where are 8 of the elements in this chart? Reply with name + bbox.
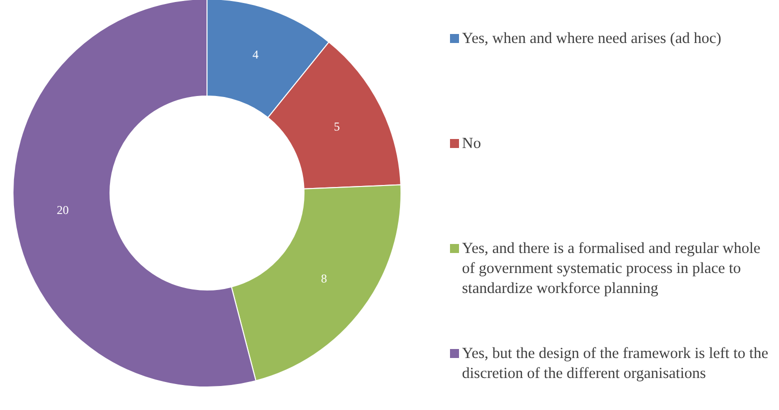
legend-label: Yes, and there is a formalised and regular whole of government systematic process in place to standardize workforce planning [462, 240, 761, 297]
data-label: 8 [320, 271, 327, 286]
data-label: 4 [252, 48, 258, 62]
legend-label: No [462, 135, 482, 152]
legend-label: Yes, but the design of the framework is left to the discretion of the different organisations [462, 345, 768, 382]
legend-label: Yes, when and where need arises (ad hoc) [462, 30, 722, 47]
data-label: 5 [334, 119, 340, 134]
data-label: 20 [56, 203, 69, 218]
